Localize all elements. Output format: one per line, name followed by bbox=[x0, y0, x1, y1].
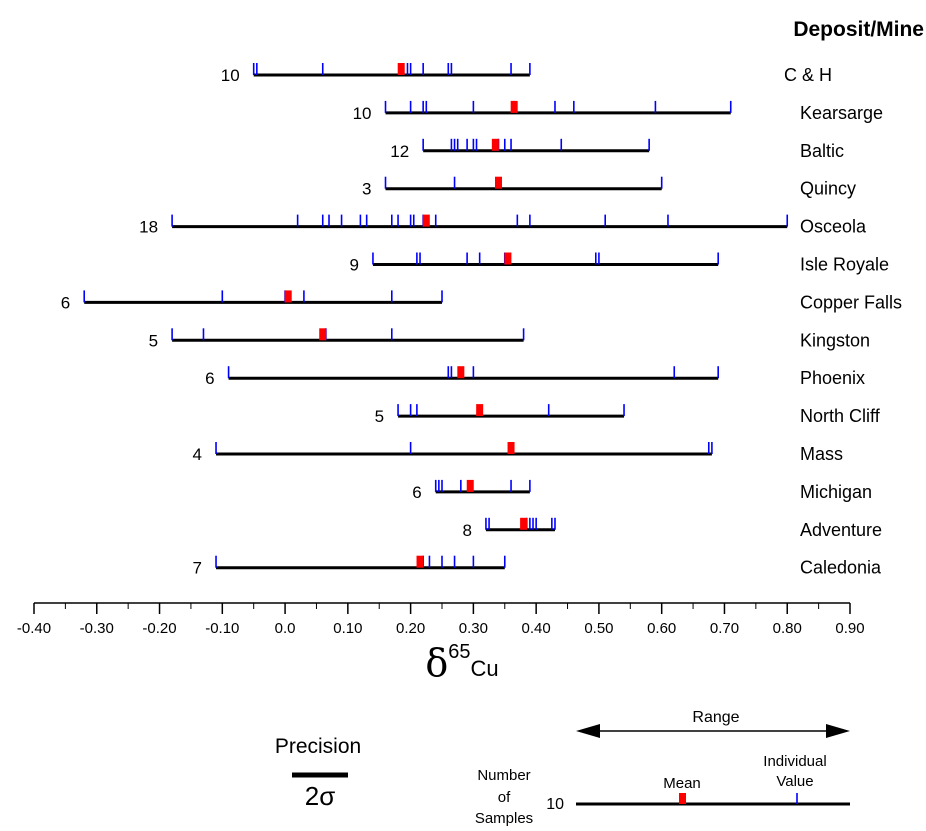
deposit-row: 18 Osceola bbox=[139, 214, 867, 237]
deposit-row: 12 Baltic bbox=[390, 138, 844, 161]
x-tick-label: 0.60 bbox=[647, 620, 676, 637]
x-axis-label-superscript: 65 bbox=[448, 641, 470, 663]
deposit-name: Caledonia bbox=[800, 558, 882, 578]
deposit-row: 7 Caledonia bbox=[193, 555, 882, 578]
mean-marker bbox=[466, 479, 474, 492]
sample-count: 5 bbox=[149, 331, 158, 350]
deposit-name: Kingston bbox=[800, 330, 870, 350]
deposit-name: Phoenix bbox=[800, 368, 865, 388]
number-label-line-2: of bbox=[498, 789, 511, 806]
mean-marker bbox=[507, 442, 515, 454]
mean-marker bbox=[319, 328, 327, 341]
column-header: Deposit/Mine bbox=[793, 18, 924, 41]
mean-marker bbox=[284, 290, 292, 303]
sample-count: 6 bbox=[205, 369, 214, 388]
legend-sample-count: 10 bbox=[546, 796, 564, 813]
legend: Precision 2σ Range Number of Samples 10 … bbox=[275, 709, 850, 827]
sample-count: 6 bbox=[61, 293, 70, 312]
x-axis-label-element: Cu bbox=[471, 656, 499, 681]
x-tick-label: -0.30 bbox=[80, 620, 114, 637]
sample-count: 4 bbox=[193, 445, 202, 464]
x-tick-label: 0.30 bbox=[459, 620, 488, 637]
x-tick-label: -0.10 bbox=[205, 620, 239, 637]
deposit-name: North Cliff bbox=[800, 406, 881, 426]
deposit-rows: 10 C & H 10 Kearsarge 12 Baltic 3 Quincy 18 Osceo… bbox=[61, 63, 902, 578]
individual-label-line-2: Value bbox=[776, 773, 813, 790]
deposit-name: Adventure bbox=[800, 520, 882, 540]
range-arrow-left-head bbox=[576, 724, 600, 738]
number-label-line-3: Samples bbox=[475, 810, 533, 827]
x-tick-label: 0.10 bbox=[333, 620, 362, 637]
sigma-label: 2σ bbox=[305, 781, 336, 811]
deposit-name: Copper Falls bbox=[800, 292, 902, 312]
precision-label: Precision bbox=[275, 735, 361, 758]
mean-marker bbox=[457, 366, 465, 379]
deposit-name: Quincy bbox=[800, 179, 856, 199]
deposit-row: 10 C & H bbox=[221, 63, 832, 85]
deposit-row: 3 Quincy bbox=[362, 176, 856, 199]
deposit-name: C & H bbox=[784, 65, 832, 85]
x-tick-label: 0.80 bbox=[773, 620, 802, 637]
legend-mean-marker bbox=[679, 793, 686, 804]
mean-marker bbox=[520, 517, 528, 530]
x-tick-label: 0.50 bbox=[584, 620, 613, 637]
x-tick-label: 0.70 bbox=[710, 620, 739, 637]
mean-marker bbox=[397, 63, 405, 75]
deposit-row: 6 Michigan bbox=[412, 479, 872, 502]
mean-marker bbox=[491, 138, 499, 151]
deposit-row: 8 Adventure bbox=[462, 517, 882, 540]
x-axis: -0.40 -0.30 -0.20 -0.10 0.0 0.10 0.20 0.30 0.40 0… bbox=[17, 602, 865, 637]
x-tick-label: 0.20 bbox=[396, 620, 425, 637]
mean-marker bbox=[504, 252, 512, 265]
mean-marker bbox=[510, 100, 518, 113]
sample-count: 7 bbox=[193, 559, 202, 578]
x-tick-label: 0.90 bbox=[835, 620, 864, 637]
deposit-row: 9 Isle Royale bbox=[349, 252, 889, 275]
deposit-name: Baltic bbox=[800, 141, 844, 161]
mean-label: Mean bbox=[663, 775, 701, 792]
deposit-name: Osceola bbox=[800, 217, 867, 237]
x-tick-label: -0.20 bbox=[142, 620, 176, 637]
sample-count: 12 bbox=[390, 142, 409, 161]
deposit-row: 6 Copper Falls bbox=[61, 290, 902, 312]
deposit-row: 5 North Cliff bbox=[375, 404, 881, 426]
deposit-row: 5 Kingston bbox=[149, 328, 870, 350]
deposit-row: 6 Phoenix bbox=[205, 366, 865, 388]
mean-marker bbox=[422, 214, 430, 227]
deposit-row: 10 Kearsarge bbox=[353, 100, 883, 123]
sample-count: 3 bbox=[362, 180, 371, 199]
sample-count: 18 bbox=[139, 218, 158, 237]
range-label: Range bbox=[692, 709, 739, 726]
sample-count: 6 bbox=[412, 483, 421, 502]
mean-marker bbox=[416, 555, 424, 568]
sample-count: 5 bbox=[375, 407, 384, 426]
deposit-name: Mass bbox=[800, 444, 843, 464]
x-tick-label: -0.40 bbox=[17, 620, 51, 637]
sample-count: 8 bbox=[462, 521, 471, 540]
deposit-name: Isle Royale bbox=[800, 255, 889, 275]
number-label-line-1: Number bbox=[477, 767, 530, 784]
mean-marker bbox=[494, 176, 502, 189]
x-axis-label-delta: δ bbox=[425, 641, 448, 685]
deposit-name: Kearsarge bbox=[800, 103, 883, 123]
mean-marker bbox=[476, 404, 484, 417]
x-tick-label: 0.40 bbox=[522, 620, 551, 637]
deposit-name: Michigan bbox=[800, 482, 872, 502]
x-axis-label: δ65Cu bbox=[425, 641, 498, 685]
range-arrow-right-head bbox=[826, 724, 850, 738]
sample-count: 10 bbox=[221, 66, 240, 85]
individual-label-line-1: Individual bbox=[763, 753, 826, 770]
sample-count: 10 bbox=[353, 104, 372, 123]
sample-count: 9 bbox=[349, 256, 358, 275]
x-tick-label: 0.0 bbox=[275, 620, 296, 637]
deposit-row: 4 Mass bbox=[193, 442, 843, 464]
